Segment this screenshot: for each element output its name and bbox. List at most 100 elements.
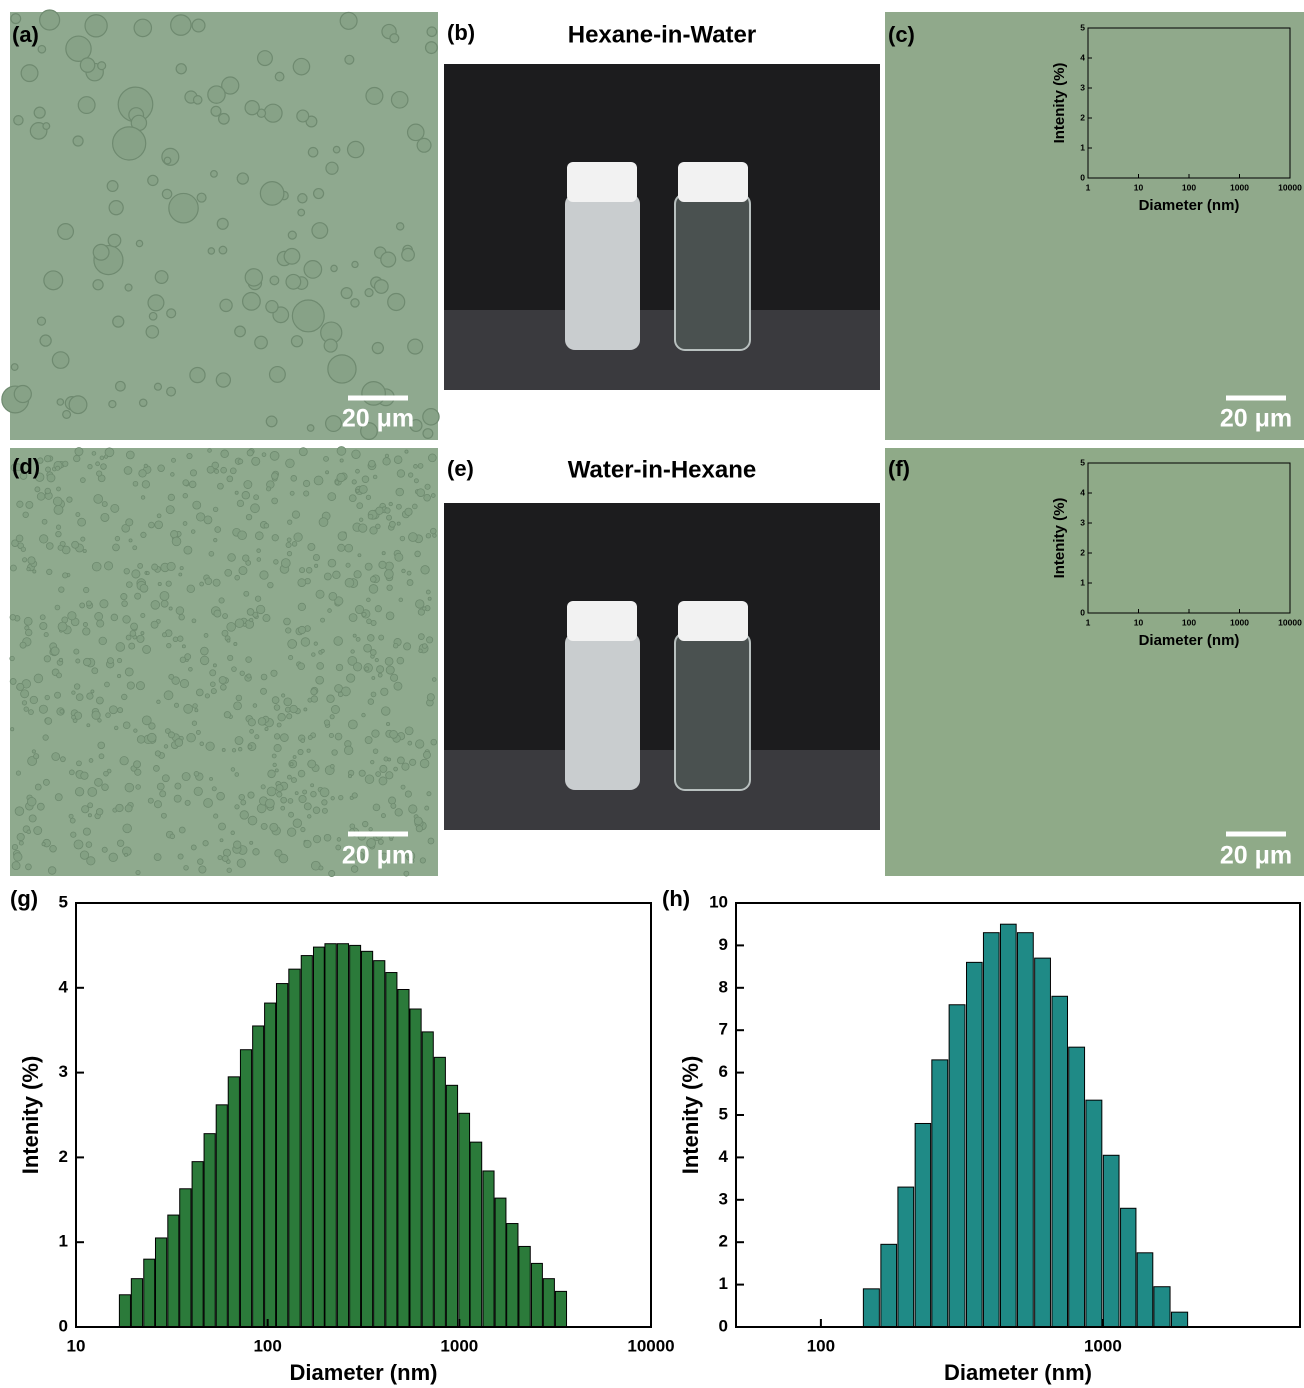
droplet	[346, 673, 356, 683]
panel-label: (f)	[888, 456, 910, 481]
droplet	[425, 589, 431, 595]
droplet	[286, 774, 292, 780]
droplet	[247, 718, 256, 727]
droplet	[369, 649, 377, 656]
droplet	[377, 838, 384, 845]
droplet	[207, 448, 212, 453]
droplet	[307, 759, 317, 769]
droplet	[196, 192, 207, 203]
droplet	[73, 648, 80, 655]
droplet	[114, 725, 119, 731]
droplet	[220, 466, 227, 474]
droplet	[236, 858, 246, 868]
droplet	[161, 774, 170, 783]
droplet	[192, 703, 198, 709]
droplet	[424, 41, 438, 55]
droplet	[203, 633, 209, 638]
droplet	[138, 398, 148, 408]
droplet	[259, 181, 285, 206]
droplet	[247, 815, 258, 826]
droplet	[91, 710, 101, 720]
droplet	[79, 57, 96, 73]
droplet	[312, 806, 321, 814]
droplet	[33, 106, 46, 119]
bar	[191, 1161, 204, 1328]
droplet	[337, 531, 348, 541]
droplet	[16, 500, 24, 508]
droplet	[396, 521, 401, 526]
droplet	[99, 455, 105, 461]
droplet	[332, 145, 341, 154]
droplet	[156, 699, 161, 705]
droplet	[292, 57, 311, 76]
droplet	[75, 658, 81, 664]
bar	[1102, 1154, 1120, 1328]
droplet	[271, 696, 280, 704]
droplet	[366, 838, 377, 848]
droplet	[181, 644, 186, 649]
droplet	[263, 103, 283, 123]
droplet	[120, 593, 128, 601]
droplet	[364, 562, 373, 571]
x-tick-label: 100	[253, 1336, 281, 1355]
droplet	[92, 243, 110, 261]
droplet	[206, 465, 215, 474]
droplet	[297, 625, 307, 635]
bar	[445, 1084, 459, 1328]
droplet	[193, 786, 203, 796]
droplet	[422, 643, 428, 649]
droplet	[82, 548, 87, 554]
droplet	[9, 655, 15, 662]
x-tick-label: 10	[67, 1336, 86, 1355]
droplet	[26, 829, 32, 835]
droplet	[338, 794, 344, 801]
y-tick-label: 3	[1080, 517, 1085, 527]
droplet	[85, 841, 93, 848]
droplet	[381, 813, 386, 819]
droplet	[166, 308, 177, 319]
droplet	[91, 561, 102, 572]
droplet	[27, 797, 37, 807]
droplet	[403, 642, 412, 651]
droplet	[73, 454, 81, 463]
droplet	[43, 270, 64, 291]
droplet	[100, 512, 110, 522]
y-tick-label: 5	[1080, 22, 1085, 32]
droplet	[287, 519, 293, 525]
droplet	[192, 500, 202, 510]
droplet	[84, 14, 108, 38]
droplet	[300, 637, 311, 647]
droplet	[320, 648, 325, 654]
droplet	[350, 865, 359, 873]
droplet	[310, 783, 315, 788]
droplet	[100, 463, 107, 470]
y-tick-label: 4	[1080, 487, 1085, 497]
droplet	[253, 494, 260, 501]
droplet	[136, 735, 146, 744]
droplet	[249, 729, 254, 734]
droplet	[218, 822, 226, 831]
droplet	[268, 365, 286, 383]
droplet	[370, 759, 375, 765]
droplet	[190, 844, 197, 851]
bar	[203, 1133, 216, 1328]
droplet	[345, 562, 351, 568]
bar	[312, 946, 325, 1328]
y-tick-label: 0	[1080, 172, 1085, 182]
droplet	[238, 793, 245, 801]
droplet	[72, 135, 84, 147]
droplet	[96, 470, 103, 477]
droplet	[355, 488, 360, 493]
droplet	[212, 663, 217, 668]
droplet	[409, 758, 417, 766]
droplet	[326, 694, 335, 703]
droplet	[393, 766, 398, 772]
bar	[518, 1245, 531, 1328]
droplet	[129, 630, 137, 637]
droplet	[286, 537, 292, 543]
droplet	[327, 492, 337, 501]
droplet	[87, 802, 94, 809]
vial-milky	[565, 633, 640, 790]
layout	[1, 9, 880, 878]
droplet	[145, 571, 150, 576]
